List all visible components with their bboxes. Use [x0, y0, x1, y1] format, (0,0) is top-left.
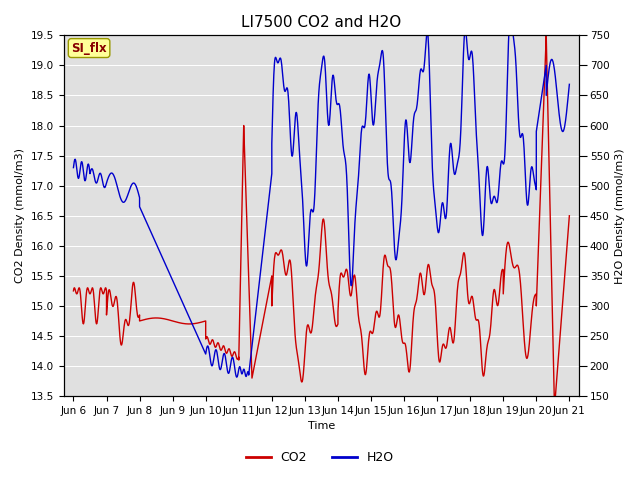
- Y-axis label: H2O Density (mmol/m3): H2O Density (mmol/m3): [615, 148, 625, 284]
- Text: SI_flx: SI_flx: [71, 42, 107, 55]
- X-axis label: Time: Time: [308, 421, 335, 432]
- Title: LI7500 CO2 and H2O: LI7500 CO2 and H2O: [241, 15, 401, 30]
- Y-axis label: CO2 Density (mmol/m3): CO2 Density (mmol/m3): [15, 148, 25, 283]
- Legend: CO2, H2O: CO2, H2O: [241, 446, 399, 469]
